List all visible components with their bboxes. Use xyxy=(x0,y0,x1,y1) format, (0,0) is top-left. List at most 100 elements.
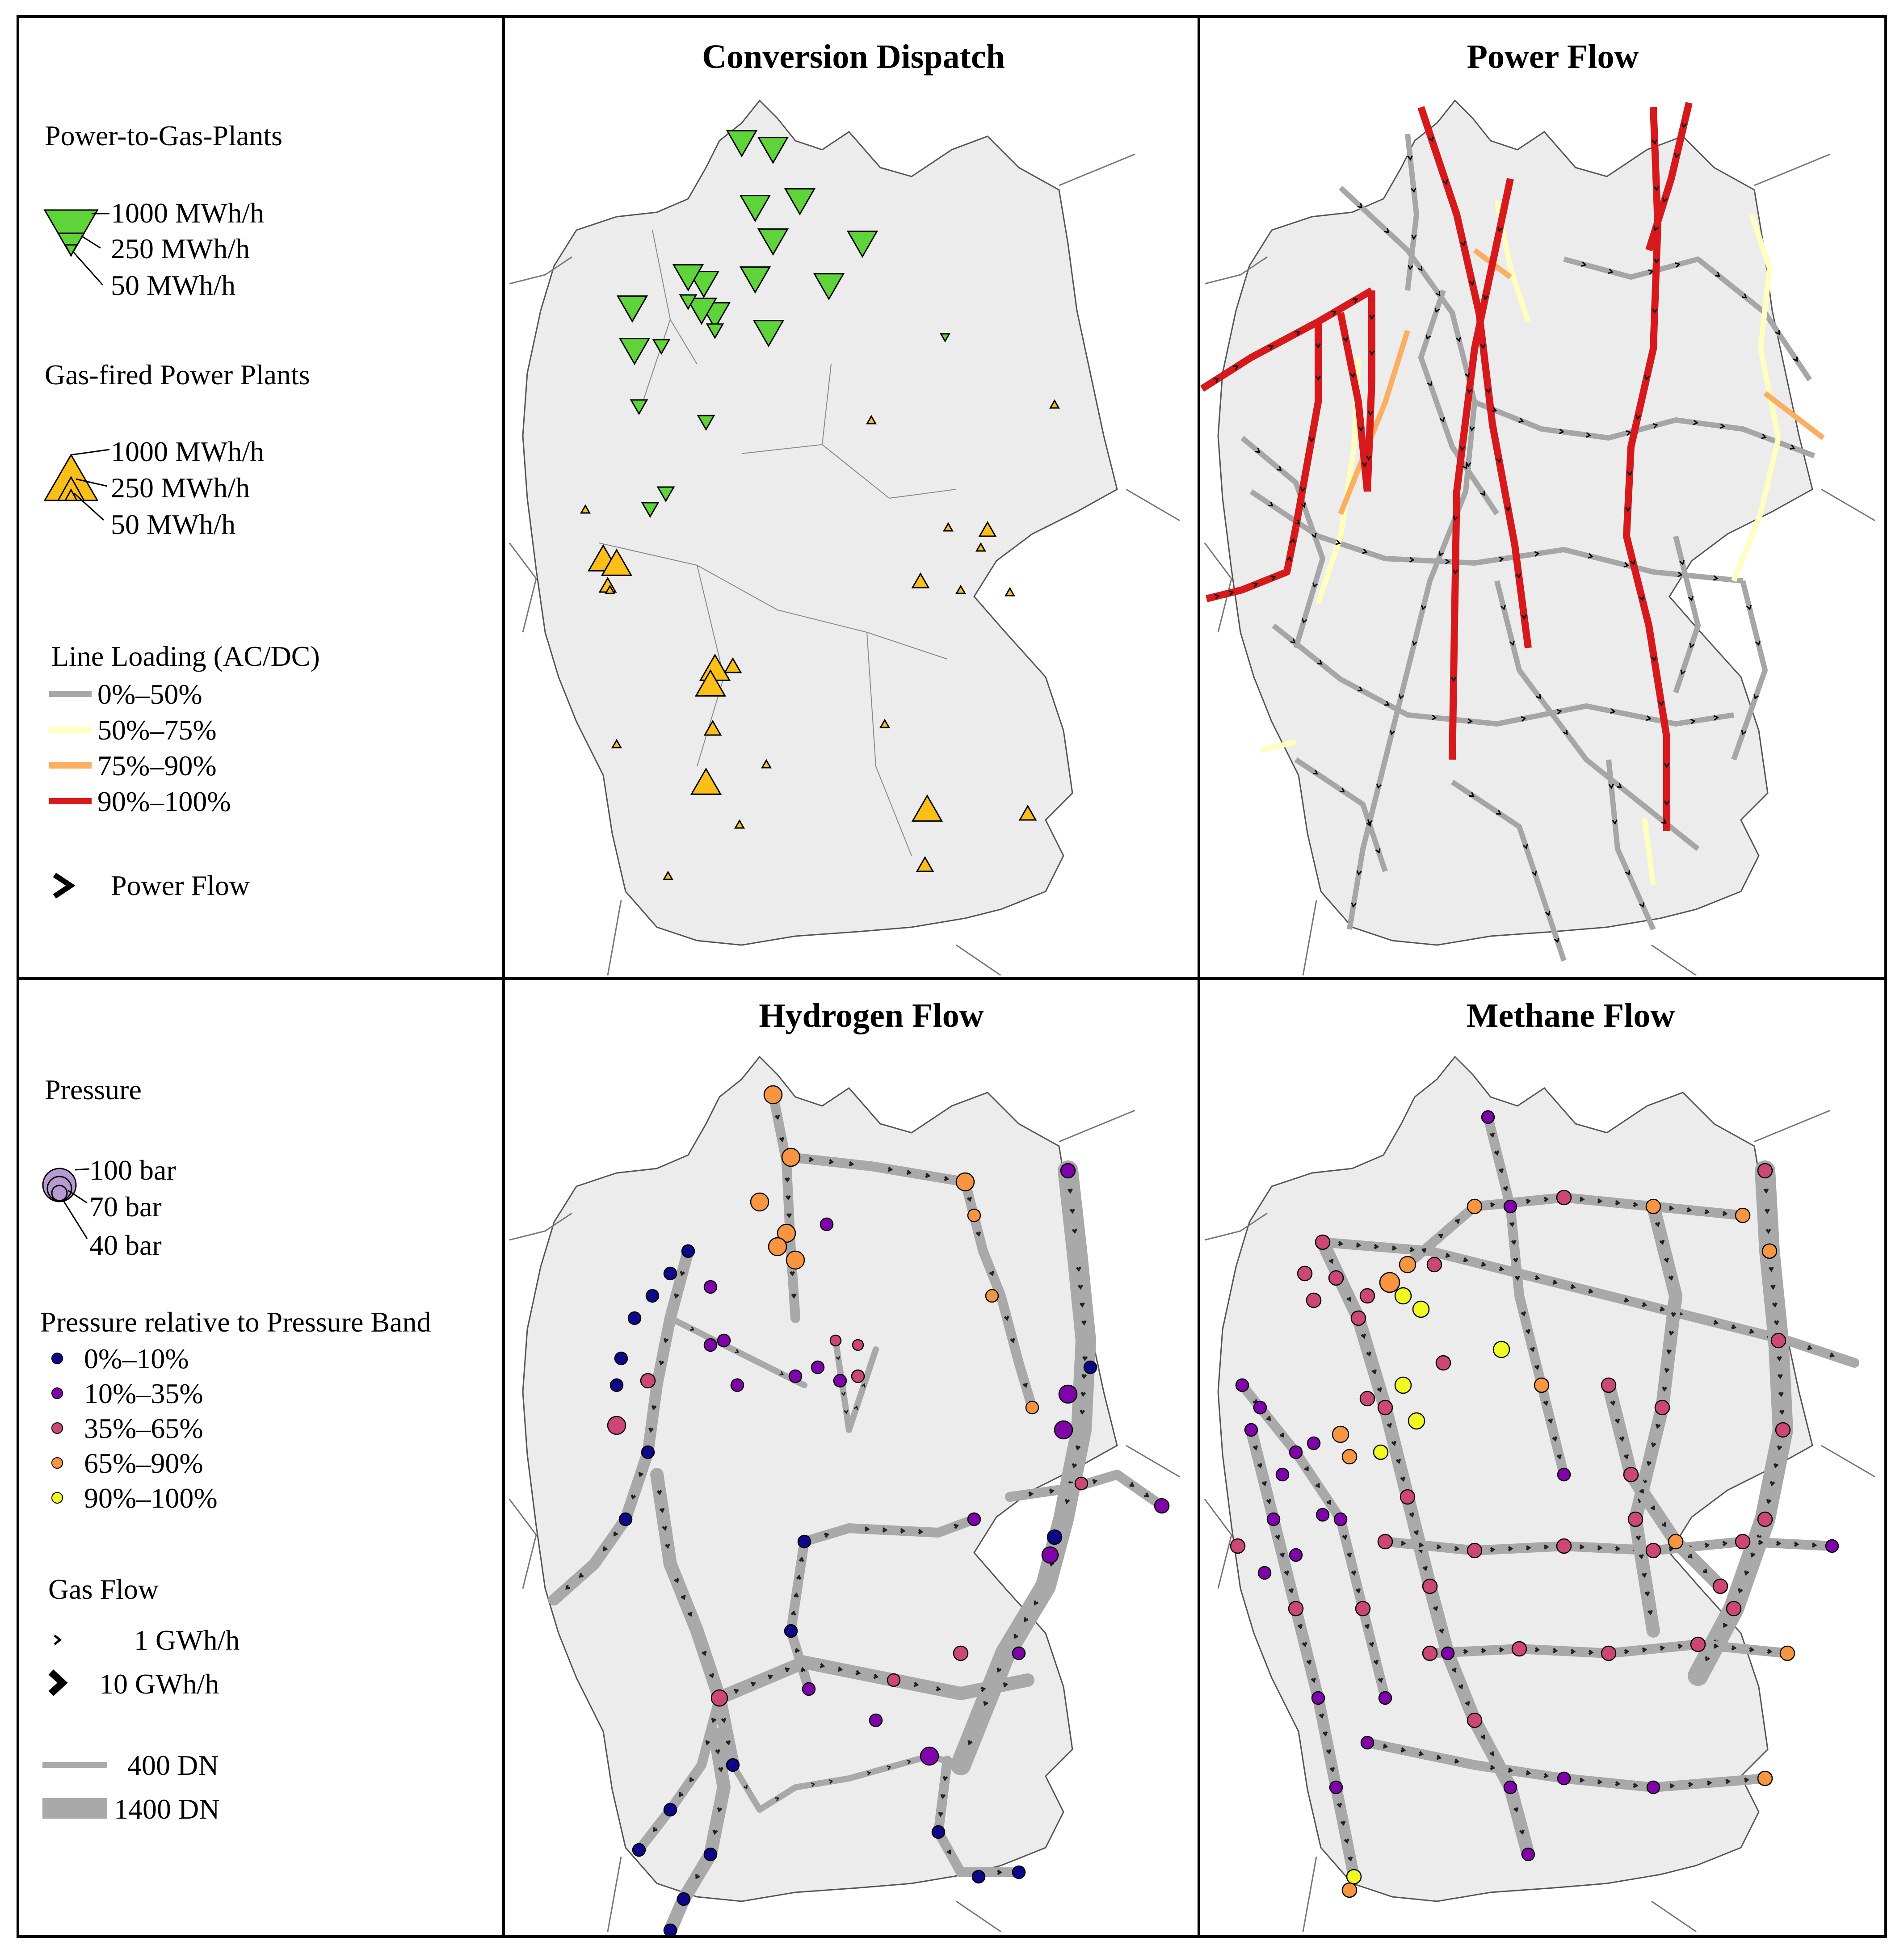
gas-flow-arrow-icon xyxy=(1328,1258,1334,1264)
gas-flow-arrow-icon xyxy=(1463,1649,1469,1655)
gas-node xyxy=(781,1147,801,1167)
gas-flow-arrow-icon xyxy=(975,1231,981,1237)
gas-node xyxy=(1311,1691,1325,1705)
gas-flow-arrow-icon xyxy=(1660,1306,1665,1312)
gas-flow-arrow-icon xyxy=(1261,1481,1267,1487)
power-flow-arrow-icon xyxy=(1522,844,1528,849)
gas-flow-arrow-icon xyxy=(900,1528,906,1534)
gas-node xyxy=(1757,1511,1773,1527)
gas-node xyxy=(1394,1287,1412,1305)
ptg-plant-marker xyxy=(752,320,785,348)
gas-flow-arrow-icon xyxy=(1489,1132,1495,1138)
power-flow-arrow-icon xyxy=(1453,515,1458,521)
power-flow-arrow-icon xyxy=(1253,582,1258,588)
gas-flow-arrow-icon xyxy=(1003,1682,1009,1688)
power-line xyxy=(1405,134,1419,291)
gas-flow-arrow-icon xyxy=(1513,1257,1518,1263)
gas-node xyxy=(1735,1534,1751,1550)
gas-flow-arrow-icon xyxy=(687,1611,693,1617)
power-flow-arrow-icon xyxy=(1741,293,1747,298)
power-line xyxy=(1338,330,1410,515)
power-lines xyxy=(1200,102,1825,962)
ptg-plant-marker xyxy=(706,323,724,340)
power-line xyxy=(1338,185,1477,930)
gas-flow-arrow-icon xyxy=(1651,1442,1656,1448)
power-flow-arrow-icon xyxy=(1480,491,1485,496)
gas-pipe xyxy=(1245,1424,1360,1883)
gas-flow-legend: 1 GWh/h 10 GWh/h xyxy=(48,1624,240,1700)
gas-flow-arrow-icon xyxy=(1579,1777,1585,1783)
grid-frame xyxy=(17,15,1887,1938)
gas-node xyxy=(726,1758,740,1772)
gas-flow-arrow-icon xyxy=(1614,1418,1620,1424)
power-flow-arrow-icon xyxy=(1286,556,1292,562)
gas-flow-arrow-icon xyxy=(1615,1200,1621,1206)
gas-node xyxy=(887,1673,901,1687)
gas-plant-marker xyxy=(1049,399,1060,409)
gas-flow-arrow-icon xyxy=(1400,1747,1406,1753)
power-flow-arrow-icon xyxy=(1295,519,1300,525)
power-line xyxy=(1450,780,1567,962)
gas-flow-arrow-icon xyxy=(1688,1782,1694,1787)
gas-flow-arrow-icon xyxy=(1530,1347,1535,1353)
gas-node xyxy=(1275,1467,1290,1482)
power-flow-arrow-icon xyxy=(1276,466,1282,471)
gas-flow-arrow-icon xyxy=(1499,1266,1505,1272)
loading-label: 75%–90% xyxy=(97,750,217,782)
gas-node xyxy=(1360,1736,1374,1750)
gas-flow-arrow-icon xyxy=(1436,1754,1442,1760)
band-label: 90%–100% xyxy=(84,1482,218,1514)
gas-flow-arrow-icon xyxy=(1669,1330,1674,1336)
gas-flow-arrow-icon xyxy=(1490,1765,1496,1770)
gas-node xyxy=(1253,1400,1267,1415)
gas-flow-arrow-icon xyxy=(1722,1541,1728,1547)
gas-flow-arrow-icon xyxy=(648,1427,654,1433)
gas-flow-arrow-icon xyxy=(791,1293,797,1299)
map xyxy=(1200,96,1888,975)
gas-node xyxy=(1328,1270,1344,1286)
gas-flow-arrow-icon xyxy=(841,1391,846,1396)
gas-flow-arrow-icon xyxy=(1400,1476,1406,1482)
gas-flow-arrow-icon xyxy=(1812,1542,1817,1548)
power-flow-arrow-icon xyxy=(1653,226,1659,231)
panel-title: Power Flow xyxy=(1467,38,1639,76)
loading-label: 0%–50% xyxy=(97,678,202,710)
pressure-size-label: 70 bar xyxy=(89,1191,162,1223)
power-flow-arrow-icon xyxy=(1411,187,1416,193)
gas-flow-arrow-icon xyxy=(1704,1209,1710,1215)
power-flow-arrow-icon xyxy=(1644,375,1650,381)
gas-flow-arrow-icon xyxy=(1072,1463,1077,1469)
gas-flow-arrow-icon xyxy=(1543,1544,1549,1550)
gas-flow-arrow-icon xyxy=(942,1776,948,1782)
gas-flow-arrow-icon xyxy=(1646,1461,1652,1467)
loading-label: 50%–75% xyxy=(97,714,217,746)
gas-flow-arrow-icon xyxy=(1543,1400,1549,1406)
power-flow-arrow-icon xyxy=(1462,464,1467,469)
power-flow-arrow-icon xyxy=(1674,153,1680,159)
power-flow-arrow-icon xyxy=(1302,618,1307,624)
gas-node xyxy=(1346,1869,1362,1885)
power-flow-arrow-icon xyxy=(1790,444,1795,450)
gas-node xyxy=(768,1237,787,1257)
ptg-plant-marker xyxy=(641,502,660,518)
gas-flow-arrow-icon xyxy=(1615,1781,1621,1786)
gas-plant-marker xyxy=(734,819,745,829)
gas-flow-arrow-icon xyxy=(1342,1534,1348,1540)
power-line xyxy=(1606,759,1656,931)
gas-node xyxy=(607,1416,626,1435)
power-flow-arrow-icon xyxy=(1331,311,1337,316)
gas-flow-arrow-icon xyxy=(1480,1734,1486,1740)
gas-flow-arrow-icon xyxy=(1454,1546,1460,1551)
gas-node xyxy=(1557,1771,1571,1786)
gas-flow-arrow-icon xyxy=(1770,1284,1776,1290)
gas-flow-arrow-icon xyxy=(1080,1391,1086,1397)
gas-flow-arrow-icon xyxy=(1669,1205,1674,1211)
gas-flow-arrow-icon xyxy=(1525,1329,1531,1335)
power-line xyxy=(1731,580,1768,761)
ptg-plant-marker xyxy=(618,338,651,366)
gas-flow-arrow-icon xyxy=(887,1765,891,1770)
panel-methane-flow: Methane Flow xyxy=(1200,997,1888,1938)
gas-flow-arrow-icon xyxy=(1722,1210,1728,1216)
gas-flow-arrow-icon xyxy=(715,1749,721,1755)
germany-map xyxy=(509,100,1180,975)
